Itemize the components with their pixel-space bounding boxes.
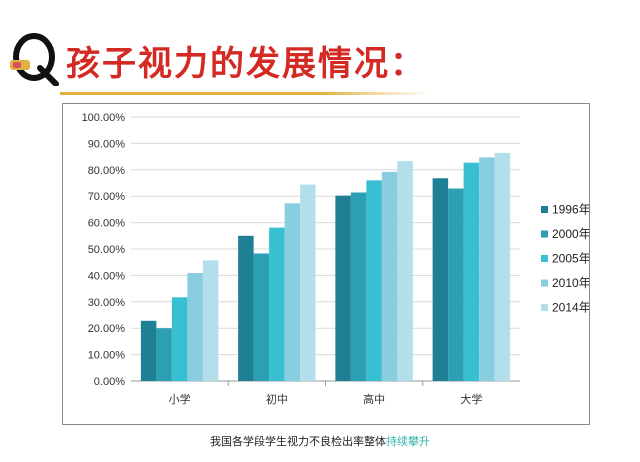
x-tick-label: 高中 <box>363 392 385 406</box>
bar <box>463 162 480 381</box>
legend-label: 2014年 <box>552 301 589 315</box>
bar <box>448 188 464 381</box>
bar <box>366 180 382 381</box>
bar <box>269 227 285 381</box>
bar <box>494 152 511 381</box>
bar <box>397 161 413 381</box>
bar <box>432 178 449 381</box>
legend-swatch <box>541 230 548 238</box>
y-tick-label: 80.00% <box>88 165 126 177</box>
x-tick-label: 初中 <box>266 392 288 406</box>
page-title: 孩子视力的发展情况： <box>66 44 426 84</box>
bar <box>202 260 219 381</box>
legend-label: 2005年 <box>552 252 589 266</box>
legend-label: 2000年 <box>552 227 589 241</box>
y-tick-label: 100.00% <box>82 112 126 124</box>
chart-caption: 我国各学段学生视力不良检出率整体持续攀升 <box>0 433 640 449</box>
bar <box>187 273 203 381</box>
x-tick-label: 小学 <box>169 392 191 406</box>
bar <box>381 171 398 381</box>
y-tick-label: 60.00% <box>88 218 126 230</box>
bar <box>300 184 316 381</box>
bar <box>253 253 270 381</box>
title-underline <box>60 92 430 95</box>
caption-highlight: 持续攀升 <box>386 435 430 448</box>
y-tick-label: 10.00% <box>88 350 126 362</box>
q-logo-icon <box>10 33 59 86</box>
chart-frame: 0.00% 10.00% 20.00% 30.00% 40.00% 50.00% 60.00… <box>62 103 590 425</box>
bar <box>171 297 188 381</box>
y-tick-label: 20.00% <box>88 323 126 335</box>
bar <box>284 203 301 381</box>
legend-swatch <box>541 255 548 262</box>
header: 孩子视力的发展情况： <box>0 0 640 104</box>
legend-label: 1996年 <box>552 203 589 217</box>
legend-label: 2010年 <box>552 276 589 290</box>
y-tick-label: 0.00% <box>94 376 125 388</box>
bar-chart: 0.00% 10.00% 20.00% 30.00% 40.00% 50.00% 60.00… <box>82 112 589 406</box>
bar <box>238 235 254 381</box>
x-tick-label: 大学 <box>460 392 482 406</box>
bar <box>350 192 367 381</box>
bar <box>479 157 495 381</box>
bar <box>140 320 157 381</box>
legend-swatch <box>541 206 548 213</box>
bar <box>156 328 172 381</box>
y-tick-label: 50.00% <box>88 244 126 256</box>
bar <box>335 195 351 381</box>
y-tick-label: 90.00% <box>88 138 126 150</box>
y-tick-label: 40.00% <box>88 270 126 282</box>
caption-text: 我国各学段学生视力不良检出率整体 <box>210 435 386 448</box>
legend-swatch <box>541 279 548 287</box>
y-tick-label: 30.00% <box>88 297 126 309</box>
y-tick-label: 70.00% <box>88 191 126 203</box>
legend-swatch <box>541 304 548 311</box>
